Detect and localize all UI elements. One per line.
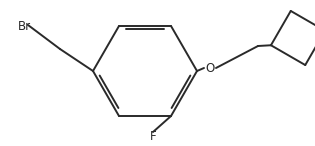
Text: Br: Br <box>18 20 31 33</box>
Text: F: F <box>150 131 156 144</box>
Text: O: O <box>205 61 215 74</box>
